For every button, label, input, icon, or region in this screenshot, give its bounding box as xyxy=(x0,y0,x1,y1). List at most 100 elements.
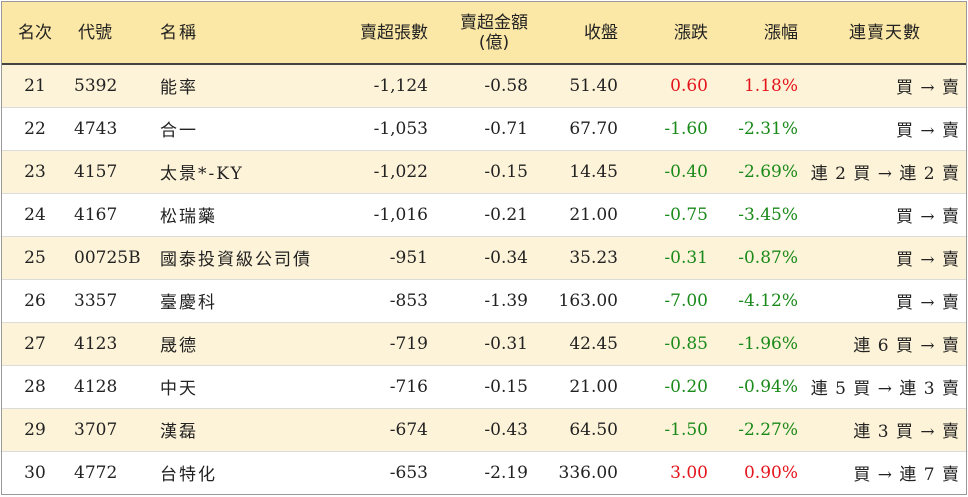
code-cell: 3357 xyxy=(68,278,154,322)
header-close[interactable]: 收盤 xyxy=(534,2,624,65)
header-name[interactable]: 名稱 xyxy=(154,2,332,65)
close-cell: 14.45 xyxy=(534,149,624,193)
pct-cell: -3.45% xyxy=(714,192,804,236)
pct-cell: -1.96% xyxy=(714,321,804,365)
close-cell: 336.00 xyxy=(534,450,624,494)
pct-cell: 0.90% xyxy=(714,450,804,494)
name-cell[interactable]: 台特化 xyxy=(154,450,332,494)
name-cell[interactable]: 漢磊 xyxy=(154,407,332,451)
header-pct[interactable]: 漲幅 xyxy=(714,2,804,65)
table-row[interactable]: 25 00725B 國泰投資級公司債 -951 -0.34 35.23 -0.3… xyxy=(2,235,966,279)
header-net-amount-line2: (億) xyxy=(478,32,510,53)
trend-cell: 買 → 賣 xyxy=(804,106,966,150)
header-rank[interactable]: 名次 xyxy=(2,2,68,65)
rank-cell: 28 xyxy=(2,364,68,408)
net-amount-cell: -0.15 xyxy=(434,364,534,408)
close-cell: 42.45 xyxy=(534,321,624,365)
change-cell: -1.60 xyxy=(624,106,714,150)
table-row[interactable]: 26 3357 臺慶科 -853 -1.39 163.00 -7.00 -4.1… xyxy=(2,278,966,322)
net-shares-cell: -1,016 xyxy=(332,192,434,236)
change-cell: 3.00 xyxy=(624,450,714,494)
close-cell: 163.00 xyxy=(534,278,624,322)
table-row[interactable]: 27 4123 晟德 -719 -0.31 42.45 -0.85 -1.96%… xyxy=(2,321,966,365)
trend-cell: 買 → 連 7 賣 xyxy=(804,450,966,494)
net-amount-cell: -0.43 xyxy=(434,407,534,451)
trend-cell: 連 2 買 → 連 2 賣 xyxy=(804,149,966,193)
table-row[interactable]: 28 4128 中天 -716 -0.15 21.00 -0.20 -0.94%… xyxy=(2,364,966,408)
table-row[interactable]: 29 3707 漢磊 -674 -0.43 64.50 -1.50 -2.27%… xyxy=(2,407,966,451)
name-cell[interactable]: 中天 xyxy=(154,364,332,408)
trend-cell: 買 → 賣 xyxy=(804,192,966,236)
pct-cell: 1.18% xyxy=(743,75,798,96)
rank-cell: 27 xyxy=(2,321,68,365)
pct-cell: -2.27% xyxy=(714,407,804,451)
close-cell: 21.00 xyxy=(534,192,624,236)
close-cell: 51.40 xyxy=(569,75,618,96)
net-shares-cell: -719 xyxy=(332,321,434,365)
rank-cell: 25 xyxy=(2,235,68,279)
net-shares-cell: -653 xyxy=(332,450,434,494)
net-amount-cell: -0.15 xyxy=(434,149,534,193)
rank-cell: 24 xyxy=(2,192,68,236)
name-cell[interactable]: 太景*-KY xyxy=(154,149,332,193)
pct-cell: -0.87% xyxy=(714,235,804,279)
code-cell: 4157 xyxy=(68,149,154,193)
change-cell: 0.60 xyxy=(670,75,708,96)
close-cell: 21.00 xyxy=(534,364,624,408)
net-amount-cell: -0.31 xyxy=(434,321,534,365)
pct-cell: -0.94% xyxy=(714,364,804,408)
code-cell: 4123 xyxy=(68,321,154,365)
table-body: 21 5392 能率 -1,124 -0.58 51.40 0.60 1.18%… xyxy=(2,64,966,494)
net-amount-cell: -0.71 xyxy=(434,106,534,150)
change-cell: -0.85 xyxy=(624,321,714,365)
header-net-shares[interactable]: 賣超張數 xyxy=(332,2,434,65)
rank-cell: 30 xyxy=(2,450,68,494)
net-shares-cell: -674 xyxy=(332,407,434,451)
rank-cell: 22 xyxy=(2,106,68,150)
net-amount-cell: -0.34 xyxy=(434,235,534,279)
trend-cell: 買 → 賣 xyxy=(804,278,966,322)
change-cell: -1.50 xyxy=(624,407,714,451)
change-cell: -0.20 xyxy=(624,364,714,408)
table-row[interactable]: 22 4743 合一 -1,053 -0.71 67.70 -1.60 -2.3… xyxy=(2,106,966,150)
name-cell[interactable]: 國泰投資級公司債 xyxy=(154,235,332,279)
name-cell[interactable]: 松瑞藥 xyxy=(154,192,332,236)
pct-cell: -2.31% xyxy=(714,106,804,150)
net-shares-cell: -1,124 xyxy=(373,75,428,96)
table-row[interactable]: 21 5392 能率 -1,124 -0.58 51.40 0.60 1.18%… xyxy=(2,64,966,107)
code-cell: 00725B xyxy=(68,235,154,279)
name-cell[interactable]: 能率 xyxy=(160,78,198,99)
change-cell: -0.75 xyxy=(624,192,714,236)
net-shares-cell: -951 xyxy=(332,235,434,279)
pct-cell: -4.12% xyxy=(714,278,804,322)
close-cell: 64.50 xyxy=(534,407,624,451)
net-amount-cell: -2.19 xyxy=(434,450,534,494)
table-row[interactable]: 24 4167 松瑞藥 -1,016 -0.21 21.00 -0.75 -3.… xyxy=(2,192,966,236)
header-trend[interactable]: 連賣天數 xyxy=(804,2,966,65)
change-cell: -7.00 xyxy=(624,278,714,322)
header-change[interactable]: 漲跌 xyxy=(624,2,714,65)
header-net-amount[interactable]: 賣超金額 (億) xyxy=(434,2,534,65)
rank-cell: 21 xyxy=(24,75,46,96)
code-cell: 4167 xyxy=(68,192,154,236)
header-code[interactable]: 代號 xyxy=(68,2,154,65)
code-cell: 3707 xyxy=(68,407,154,451)
name-cell[interactable]: 臺慶科 xyxy=(154,278,332,322)
name-cell[interactable]: 合一 xyxy=(154,106,332,150)
close-cell: 67.70 xyxy=(534,106,624,150)
table-row[interactable]: 23 4157 太景*-KY -1,022 -0.15 14.45 -0.40 … xyxy=(2,149,966,193)
change-cell: -0.31 xyxy=(624,235,714,279)
trend-cell: 買 → 賣 xyxy=(895,78,960,99)
rank-cell: 29 xyxy=(2,407,68,451)
net-amount-cell: -0.58 xyxy=(484,75,528,96)
header-net-amount-line1: 賣超金額 xyxy=(460,12,528,33)
code-cell: 4772 xyxy=(68,450,154,494)
trend-cell: 連 5 買 → 連 3 賣 xyxy=(804,364,966,408)
name-cell[interactable]: 晟德 xyxy=(154,321,332,365)
net-shares-cell: -853 xyxy=(332,278,434,322)
net-amount-cell: -1.39 xyxy=(434,278,534,322)
pct-cell: -2.69% xyxy=(714,149,804,193)
table-row[interactable]: 30 4772 台特化 -653 -2.19 336.00 3.00 0.90%… xyxy=(2,450,966,494)
